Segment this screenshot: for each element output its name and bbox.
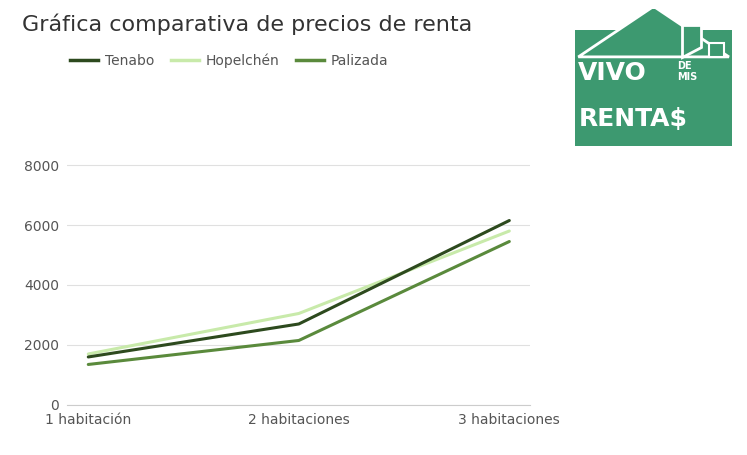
Text: RENTA$: RENTA$: [578, 107, 687, 131]
Text: Gráfica comparativa de precios de renta: Gráfica comparativa de precios de renta: [22, 14, 473, 35]
Polygon shape: [682, 25, 701, 57]
Text: DE
MIS: DE MIS: [677, 61, 698, 82]
FancyBboxPatch shape: [575, 30, 732, 146]
Polygon shape: [578, 6, 729, 57]
Polygon shape: [708, 43, 724, 57]
Text: VIVO: VIVO: [578, 61, 647, 85]
Legend: Tenabo, Hopelchén, Palizada: Tenabo, Hopelchén, Palizada: [65, 48, 394, 73]
